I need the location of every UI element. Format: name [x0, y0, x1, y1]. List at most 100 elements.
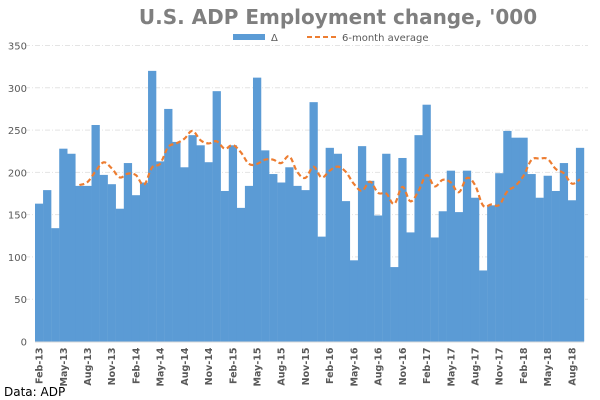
average-line-series	[79, 129, 581, 208]
bar	[228, 145, 238, 342]
average-line	[79, 129, 581, 208]
bar	[366, 180, 375, 342]
source-note: Data: ADP	[4, 385, 65, 399]
x-tick-label: May-18	[543, 347, 554, 386]
y-tick-label: 300	[8, 84, 27, 95]
bar	[285, 167, 294, 342]
legend-swatch-bar	[233, 34, 265, 40]
bar	[374, 215, 383, 342]
x-tick-label: Feb-17	[422, 348, 433, 385]
bar	[382, 153, 391, 342]
bar	[454, 212, 464, 342]
bar	[196, 145, 205, 342]
bar	[495, 173, 504, 342]
bar	[115, 208, 125, 342]
bar	[277, 182, 286, 342]
x-tick-label: Feb-15	[228, 348, 239, 385]
bar	[535, 197, 544, 342]
bar	[357, 146, 367, 342]
x-tick-label: Aug-16	[374, 347, 385, 385]
y-tick-label: 200	[8, 168, 27, 179]
x-tick-label: Nov-16	[398, 347, 409, 385]
bar	[67, 153, 76, 342]
bar	[446, 170, 456, 342]
bar	[390, 267, 399, 342]
bar	[220, 190, 229, 342]
bar	[479, 270, 488, 342]
bar	[511, 137, 520, 342]
bar	[244, 185, 254, 342]
y-tick-label: 0	[21, 338, 27, 349]
x-tick-label: May-13	[59, 348, 70, 387]
x-tick-label: Aug-14	[180, 347, 191, 385]
bar	[269, 174, 278, 342]
legend: Δ 6-month average	[233, 33, 429, 44]
bar	[325, 147, 334, 342]
bar	[422, 104, 431, 342]
legend-label-line: 6-month average	[342, 33, 429, 44]
bar	[123, 163, 133, 342]
bar	[309, 102, 318, 342]
bar	[559, 163, 569, 342]
bar	[83, 185, 92, 342]
bar	[575, 147, 585, 342]
bar	[156, 161, 165, 342]
bar	[172, 141, 181, 342]
x-tick-label: Nov-17	[495, 348, 506, 386]
bar	[551, 190, 560, 342]
bar	[487, 205, 496, 342]
x-tick-label: May-14	[156, 347, 167, 386]
x-tick-label: Aug-18	[567, 347, 578, 385]
x-tick-label: May-15	[253, 348, 264, 387]
bar	[470, 197, 480, 342]
bar	[236, 207, 246, 342]
bar	[414, 135, 423, 342]
bar	[293, 185, 302, 342]
bar	[131, 195, 141, 342]
bar	[107, 184, 116, 342]
bar	[99, 174, 108, 342]
bar	[430, 237, 439, 342]
bar	[349, 260, 359, 342]
x-tick-label: Feb-13	[35, 348, 46, 385]
bar	[43, 190, 52, 342]
x-tick-label: Nov-13	[107, 348, 118, 386]
bar	[212, 91, 221, 342]
bar	[139, 182, 149, 342]
bar	[51, 228, 60, 342]
x-tick-label: Aug-17	[471, 348, 482, 386]
bar	[567, 200, 577, 342]
x-tick-label: Feb-14	[131, 347, 142, 384]
x-tick-label: May-17	[446, 348, 457, 387]
x-tick-label: Aug-13	[83, 348, 94, 386]
bar	[252, 77, 262, 342]
bar	[519, 137, 528, 342]
x-tick-label: Nov-15	[301, 348, 312, 386]
bar	[333, 153, 342, 342]
bar	[261, 150, 270, 342]
y-axis: 0 50 100 150 200 250 300 350	[8, 42, 27, 349]
bar	[503, 130, 512, 342]
bar	[406, 232, 415, 342]
bar	[462, 170, 472, 342]
bar	[35, 203, 44, 342]
x-tick-label: Nov-14	[204, 347, 215, 385]
bar	[438, 211, 447, 342]
bar	[91, 124, 100, 342]
x-tick-label: Feb-18	[519, 347, 530, 384]
bar	[164, 108, 173, 342]
bar	[148, 70, 157, 342]
bar	[527, 174, 536, 342]
y-tick-label: 100	[8, 253, 27, 264]
x-tick-label: Aug-15	[277, 348, 288, 386]
bar	[59, 148, 68, 342]
y-tick-label: 150	[8, 211, 27, 222]
bar	[341, 201, 351, 342]
bar-series	[35, 70, 585, 342]
bar	[543, 175, 552, 342]
chart-title: U.S. ADP Employment change, '000	[139, 5, 537, 29]
legend-label-bar: Δ	[271, 33, 278, 44]
y-tick-label: 50	[14, 295, 27, 306]
bar	[180, 167, 189, 342]
